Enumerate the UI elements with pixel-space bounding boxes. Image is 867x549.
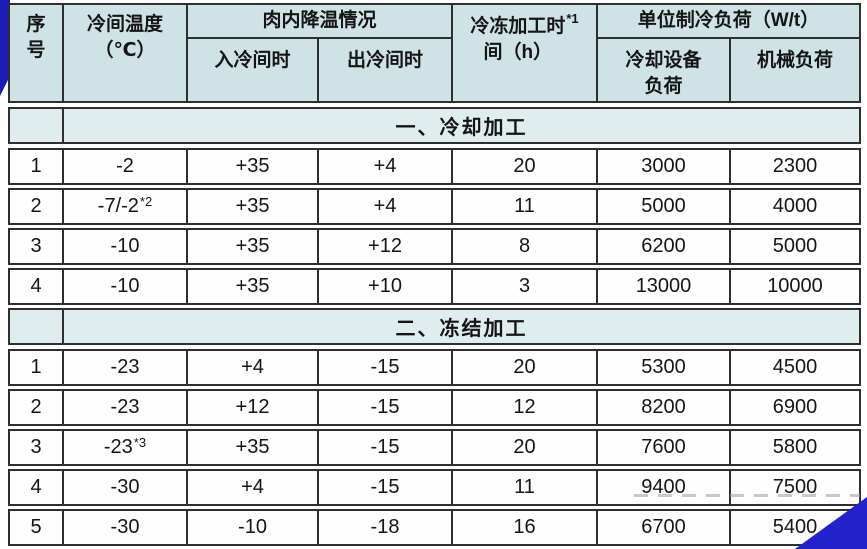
header-freeze-time-label: 冷冻加工时 间（h）	[470, 16, 566, 63]
cell-mech-load: 6900	[772, 396, 818, 418]
cell-mech-load: 5400	[772, 516, 818, 538]
section-band-freezing: 二、冻结加工	[8, 308, 861, 345]
cell-mech-load: 4500	[772, 356, 818, 378]
cell-serial: 1	[10, 150, 64, 183]
cell-equip-load: 7600	[598, 431, 731, 464]
cell-temp-in: +35	[188, 190, 319, 223]
watermark-smudge	[634, 494, 860, 497]
cell-hours: 11	[453, 190, 598, 223]
cell-hours: 3	[453, 270, 598, 303]
cell-room-temp-value: -23	[103, 436, 133, 458]
header-unit-load: 单位制冷负荷（W/t）	[598, 5, 859, 39]
header-freeze-time: 冷冻加工时 间（h） *1	[453, 5, 598, 101]
cell-room-temp: -10	[64, 270, 188, 303]
cell-temp-in: +35	[188, 270, 319, 303]
section-title-cooling: 一、冷却加工	[395, 117, 528, 139]
cell-serial: 3	[10, 230, 64, 263]
cell-temp-out: -15	[319, 431, 453, 464]
cell-temp-in: +35	[188, 431, 319, 464]
cell-room-temp: -30	[64, 511, 188, 544]
cell-temp-in: +4	[188, 351, 319, 384]
header-serial: 序 号	[10, 5, 64, 101]
cell-room-temp-value: -7/-2	[97, 195, 139, 217]
cell-equip-load: 6200	[598, 230, 731, 263]
slide-edge-accent	[0, 0, 10, 96]
cell-serial: 2	[10, 190, 64, 223]
cell-temp-out: -15	[319, 471, 453, 504]
cell-room-temp: -23	[64, 351, 188, 384]
cell-temp-in: +35	[188, 150, 319, 183]
cell-hours: 20	[453, 431, 598, 464]
cell-room-temp: -2	[64, 150, 188, 183]
table-row: 3 -10 +35 +12 8 6200 5000	[8, 228, 861, 265]
cell-hours: 20	[453, 150, 598, 183]
cell-mech-load: 7500	[772, 476, 818, 498]
table-header: 序 号 冷间温度 （℃） 肉内降温情况 冷冻加工时 间（h） *1 单位制冷负荷（…	[8, 3, 861, 103]
header-meat-cooling: 肉内降温情况	[188, 5, 453, 39]
cell-hours: 8	[453, 230, 598, 263]
cell-hours: 12	[453, 391, 598, 424]
header-room-temp: 冷间温度 （℃）	[64, 5, 188, 101]
section-empty-cell	[10, 310, 64, 343]
cell-equip-load: 8200	[598, 391, 731, 424]
cell-mech-load: 2300	[772, 155, 818, 177]
cell-room-temp: -23	[64, 391, 188, 424]
cell-temp-out: +4	[319, 190, 453, 223]
table-row: 2 -23 +12 -15 12 8200 6900	[8, 389, 861, 426]
section-empty-cell	[10, 109, 64, 142]
cell-serial: 1	[10, 351, 64, 384]
cell-equip-load: 5300	[598, 351, 731, 384]
table-row: 5 -30 -10 -18 16 6700 5400	[8, 509, 861, 546]
table-row: 4 -10 +35 +10 3 13000 10000	[8, 268, 861, 305]
cell-temp-out: -15	[319, 391, 453, 424]
table-row: 1 -23 +4 -15 20 5300 4500	[8, 349, 861, 386]
cell-temp-out: +10	[319, 270, 453, 303]
cell-temp-in: +4	[188, 471, 319, 504]
cell-footnote: *3	[133, 435, 147, 450]
cell-room-temp: -30	[64, 471, 188, 504]
cell-equip-load: 9400	[598, 471, 731, 504]
cell-hours: 16	[453, 511, 598, 544]
header-freeze-time-footnote: *1	[566, 11, 579, 26]
cell-temp-out: +4	[319, 150, 453, 183]
cell-serial: 5	[10, 511, 64, 544]
cell-room-temp: -7/-2 *2	[64, 190, 188, 223]
cell-temp-in: +35	[188, 230, 319, 263]
cell-footnote: *2	[139, 194, 153, 209]
header-leaving: 出冷间时	[319, 39, 453, 101]
table-row: 3 -23 *3 +35 -15 20 7600 5800	[8, 429, 861, 466]
cell-mech-load: 4000	[772, 195, 818, 217]
cell-serial: 3	[10, 431, 64, 464]
cell-room-temp: -23 *3	[64, 431, 188, 464]
cell-serial: 4	[10, 270, 64, 303]
cell-serial: 2	[10, 391, 64, 424]
cell-temp-out: -18	[319, 511, 453, 544]
cell-hours: 11	[453, 471, 598, 504]
cell-mech-load: 5800	[772, 436, 818, 458]
table-row: 1 -2 +35 +4 20 3000 2300	[8, 148, 861, 185]
refrigeration-load-table: 序 号 冷间温度 （℃） 肉内降温情况 冷冻加工时 间（h） *1 单位制冷负荷（…	[8, 3, 861, 549]
section-title-freezing: 二、冻结加工	[395, 318, 528, 340]
cell-equip-load: 3000	[598, 150, 731, 183]
cell-equip-load: 13000	[598, 270, 731, 303]
table-row: 2 -7/-2 *2 +35 +4 11 5000 4000	[8, 188, 861, 225]
cell-serial: 4	[10, 471, 64, 504]
cell-temp-out: +12	[319, 230, 453, 263]
section-band-cooling: 一、冷却加工	[8, 107, 861, 144]
cell-temp-in: -10	[188, 511, 319, 544]
cell-equip-load: 5000	[598, 190, 731, 223]
cell-temp-in: +12	[188, 391, 319, 424]
header-equip-load: 冷却设备 负荷	[598, 39, 731, 101]
cell-temp-out: -15	[319, 351, 453, 384]
cell-mech-load: 5000	[772, 235, 818, 257]
table-row: 4 -30 +4 -15 11 9400 7500	[8, 469, 861, 506]
header-mech-load: 机械负荷	[756, 50, 833, 71]
header-entering: 入冷间时	[188, 39, 319, 101]
cell-equip-load: 6700	[598, 511, 731, 544]
cell-room-temp: -10	[64, 230, 188, 263]
cell-mech-load: 10000	[767, 275, 823, 297]
cell-hours: 20	[453, 351, 598, 384]
